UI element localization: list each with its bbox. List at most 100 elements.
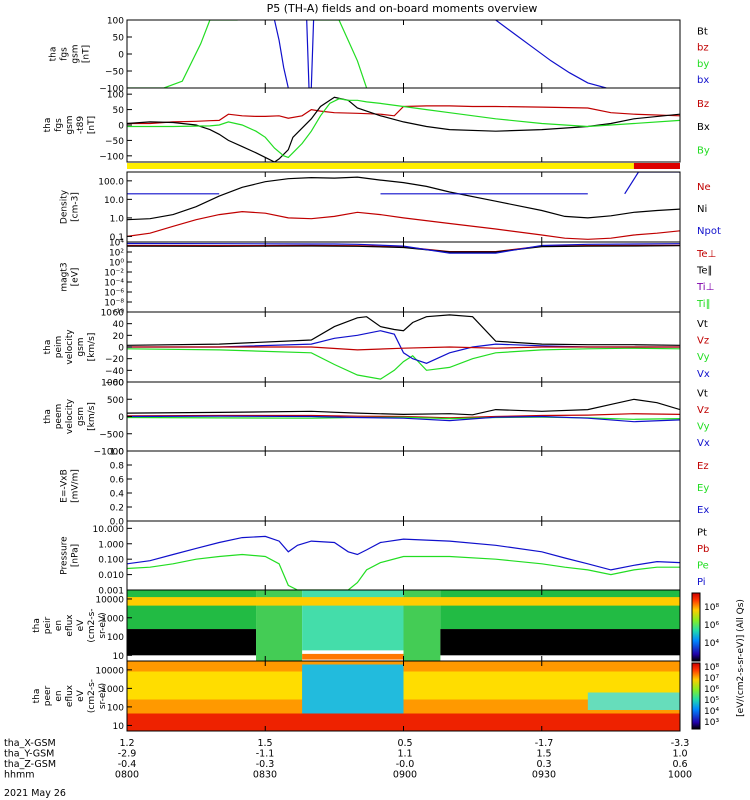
y-tick-label: 0 (118, 413, 124, 423)
ephemeris-value: -1.1 (256, 749, 275, 760)
colorbar-tick-label: 10⁸ (704, 663, 719, 673)
series-line-bx (273, 20, 289, 88)
y-axis-label: en (54, 620, 64, 631)
y-tick-label: 1000 (101, 379, 124, 389)
ephemeris-value: 0.5 (397, 738, 412, 749)
y-tick-label: 100 (107, 633, 124, 643)
y-axis-label: [nPa] (71, 544, 81, 567)
legend-entry: Bz (697, 99, 709, 110)
y-tick-label: −60 (105, 379, 124, 389)
y-tick-label: 0.8 (110, 462, 125, 472)
legend-entry: Vz (697, 336, 709, 347)
y-axis-label: Pressure (60, 536, 70, 575)
series-line-Vy (127, 347, 680, 380)
y-axis-label: tha (43, 409, 53, 424)
series-line-by (127, 20, 238, 88)
panel-peir: 10000 1000 100 10 tha peir en eflux eV (cm2-s-sr-… (32, 589, 681, 662)
legend-entry: Ey (697, 483, 709, 494)
y-axis-label: magt3 (60, 262, 70, 291)
series-line-Vz (127, 413, 680, 419)
spectrogram-peer (127, 661, 680, 731)
legend-entry: Vt (697, 319, 708, 330)
y-axis-label: [eV] (71, 268, 81, 287)
y-axis-label: eV (76, 619, 86, 632)
figure-title: P5 (TH-A) fields and on-board moments ov… (267, 2, 538, 15)
colorbar-tick-label: 10⁴ (704, 639, 719, 649)
legend-entry: Ti⊥ (696, 282, 714, 293)
y-axis-label: tha (32, 618, 42, 633)
y-tick-label: 100 (107, 17, 124, 27)
y-axis-label: (cm2-s- (87, 608, 97, 642)
spectrogram-band (440, 590, 680, 630)
y-tick-label: 10⁰ (109, 259, 124, 269)
y-axis-label: eflux (65, 684, 75, 707)
y-tick-label: 0.6 (110, 476, 125, 486)
colorbar-strip (691, 662, 701, 730)
y-axis-label: peer (43, 685, 53, 706)
legend-entry: Pb (697, 544, 709, 555)
panel-frame (126, 450, 681, 522)
legend-entry: Pt (697, 528, 707, 539)
y-axis-label: [km/s] (87, 402, 97, 431)
legend-entry: Vz (697, 405, 709, 416)
legend-entry: Ni (697, 204, 707, 215)
series-line-Bx (127, 96, 680, 162)
y-axis-label: tha (49, 47, 59, 62)
y-axis-label: E=-VxB (60, 469, 70, 503)
y-tick-label: 1.000 (98, 540, 124, 550)
y-tick-label: −100 (99, 85, 124, 95)
y-tick-label: 0 (118, 51, 124, 61)
ephemeris-value: 0930 (532, 770, 556, 781)
y-axis-label: velocity (65, 398, 75, 434)
legend-entry: By (697, 145, 710, 156)
y-tick-label: 0.2 (110, 504, 124, 514)
y-tick-label: 0 (118, 344, 124, 354)
y-axis-label: gsm (76, 337, 86, 356)
series-line-Vy (127, 416, 680, 420)
y-axis-label: [km/s] (87, 333, 97, 362)
ephemeris-value: 1000 (668, 770, 692, 781)
y-tick-label: 10⁻⁴ (104, 279, 124, 289)
series-line-Vt (127, 314, 680, 346)
legend-entry: by (697, 59, 709, 70)
legend-entry: Vx (697, 369, 710, 380)
spectrogram-band (302, 653, 404, 660)
mode-bar-red (633, 163, 680, 169)
legend-entry: Pe (697, 561, 709, 572)
y-tick-label: −50 (105, 68, 124, 78)
legend-entry: Bx (697, 122, 710, 133)
y-axis-label: peim (54, 336, 64, 359)
y-axis-label: sr-eV) (98, 683, 108, 709)
y-axis-label: velocity (65, 329, 75, 365)
spectrogram-band (127, 629, 257, 656)
ephemeris-value: -0.0 (396, 759, 415, 770)
colorbar-tick-label: 10⁶ (704, 621, 719, 631)
y-tick-label: 10 (113, 652, 125, 662)
y-tick-label: 100.0 (98, 177, 124, 187)
panel-fgs: 100 50 0 −50 −100 tha fgs gsm [nT] Bt bz by bx (49, 17, 710, 95)
legend-entry: Vy (697, 422, 710, 433)
y-tick-label: 0 (118, 122, 124, 132)
spectrogram-band (587, 692, 680, 710)
spectrogram-band (127, 590, 257, 630)
ephemeris-value: 1.5 (257, 738, 272, 749)
y-tick-label: −500 (99, 430, 124, 440)
panel-frame (126, 241, 681, 313)
y-tick-label: 10⁻² (104, 269, 124, 279)
series-line-Vx (127, 330, 680, 364)
y-tick-label: 10⁻⁶ (104, 289, 124, 299)
y-tick-label: 0.1 (110, 233, 124, 243)
colorbar-tick-label: 10⁷ (704, 674, 719, 684)
series-line-By (127, 98, 680, 159)
legend-entry: Te∥ (696, 266, 713, 277)
y-tick-label: −1000 (94, 448, 125, 458)
colorbar: 10⁸10⁶10⁴10⁸10⁷10⁶10⁵10⁴10³[eV/(cm2-s-sr… (691, 592, 746, 730)
y-tick-label: 1000 (101, 614, 124, 624)
y-tick-label: 10⁴ (109, 239, 124, 249)
y-axis-label: [mV/m] (71, 469, 81, 503)
y-tick-label: 0.001 (98, 587, 124, 597)
panel-fgs-t89: 100 50 0 −50 −100 tha fgs gsm -t89 [nT] Bz Bx By (43, 87, 710, 169)
y-axis-label: (cm2-s- (87, 679, 97, 713)
ephemeris-value: -1.7 (535, 738, 554, 749)
